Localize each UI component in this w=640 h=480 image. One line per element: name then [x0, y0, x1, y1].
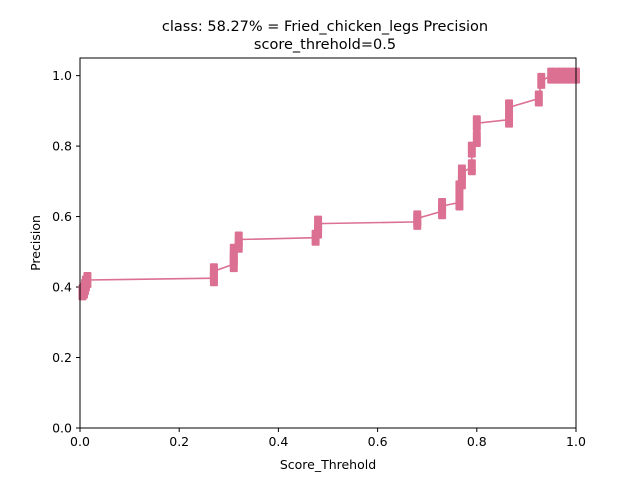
y-tick-label: 0.2: [52, 350, 72, 365]
plot-frame: [79, 57, 577, 429]
data-point: [467, 159, 476, 176]
data-point: [472, 115, 481, 132]
x-tick-label: 0.6: [368, 434, 388, 449]
x-tick-label: 0.4: [268, 434, 288, 449]
x-axis-label: Score_Threhold: [280, 457, 376, 472]
data-point: [534, 90, 543, 107]
data-point: [505, 99, 514, 116]
x-tick-label: 1.0: [566, 434, 586, 449]
y-tick-label: 0.0: [52, 421, 72, 436]
data-point: [438, 198, 447, 214]
data-point: [505, 111, 514, 128]
series-layer: [78, 67, 580, 301]
x-tick-label: 0.8: [467, 434, 487, 449]
chart-title-line1: class: 58.27% = Fried_chicken_legs Preci…: [162, 19, 488, 35]
series-line: [81, 74, 576, 293]
data-point: [209, 263, 218, 280]
data-point: [472, 131, 481, 148]
data-point: [413, 210, 422, 227]
y-tick-label: 0.6: [52, 209, 72, 224]
x-tick-label: 0.0: [70, 434, 90, 449]
data-point: [83, 272, 92, 288]
y-tick-label: 1.0: [52, 68, 72, 83]
data-point: [457, 164, 466, 181]
data-point: [314, 215, 323, 232]
y-tick-label: 0.8: [52, 139, 72, 154]
data-point: [537, 72, 546, 89]
y-axis-label: Precision: [28, 215, 43, 271]
axis-ticks: 0.0 0.2 0.4 0.6 0.8 1.0 0.0 0.2 0.4 0.6 0.8 1.0: [52, 68, 586, 449]
chart-title-line2: score_threhold=0.5: [254, 37, 396, 53]
y-tick-label: 0.4: [52, 280, 72, 295]
data-point: [455, 194, 464, 211]
data-point: [234, 231, 243, 248]
x-tick-label: 0.2: [169, 434, 189, 449]
